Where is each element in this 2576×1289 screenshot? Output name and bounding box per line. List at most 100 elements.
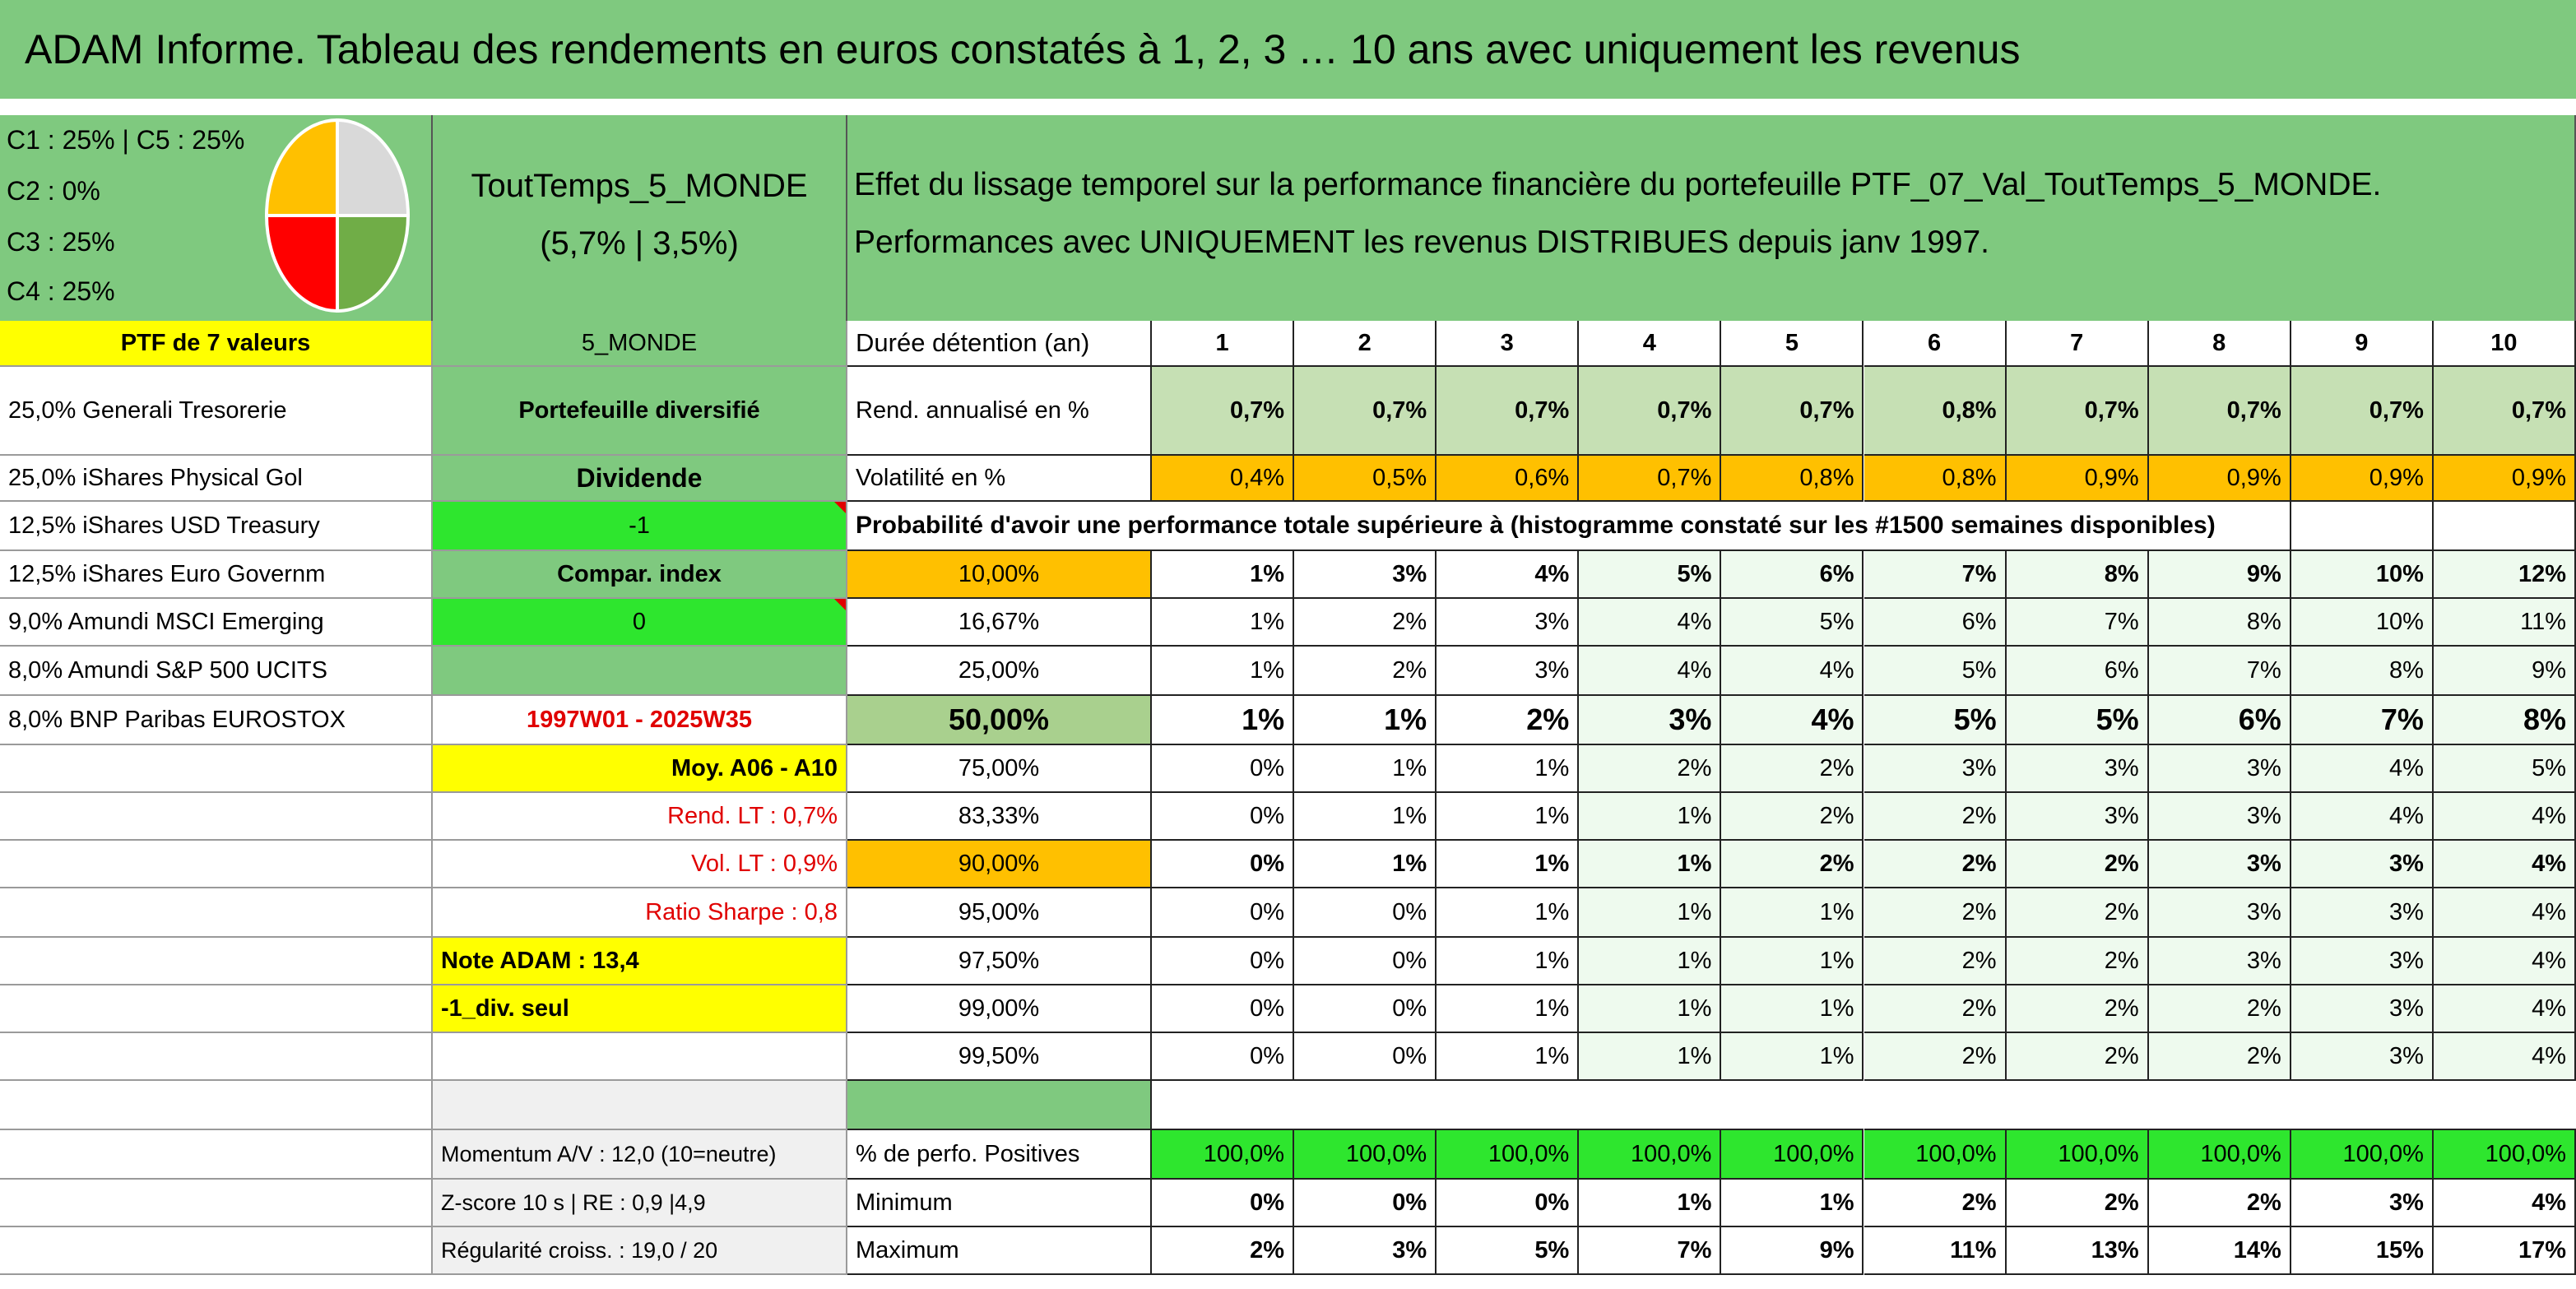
value-cell	[1721, 1081, 1864, 1130]
value-cell: 3%	[1864, 745, 2007, 793]
value-cell: 0%	[1152, 1033, 1295, 1081]
value-cell: 100,0%	[1579, 1130, 1722, 1180]
holding-cell	[0, 1227, 433, 1275]
value-cell: 0,7%	[2148, 367, 2291, 456]
value-cell: 100,0%	[1152, 1130, 1295, 1180]
value-cell: 0%	[1152, 1180, 1295, 1227]
holding-cell: 8,0% Amundi S&P 500 UCITS	[0, 647, 433, 696]
value-cell: 1%	[1579, 1180, 1722, 1227]
value-cell: 11%	[1864, 1227, 2007, 1275]
value-cell: 0%	[1437, 1180, 1580, 1227]
duration-header: 8	[2148, 321, 2291, 367]
holding-cell: 12,5% iShares Euro Governm	[0, 551, 433, 599]
value-cell	[1864, 1081, 2007, 1130]
value-cell: 0%	[1294, 985, 1437, 1033]
value-cell: 4%	[1579, 647, 1722, 696]
pie-slice	[336, 214, 411, 313]
holding-cell: 9,0% Amundi MSCI Emerging	[0, 599, 433, 647]
description: Effet du lissage temporel sur la perform…	[854, 167, 2382, 260]
holding-cell: PTF de 7 valeurs	[0, 321, 433, 367]
value-cell: 2%	[1437, 696, 1580, 745]
value-cell: 7%	[2006, 599, 2149, 647]
value-cell: 2%	[1294, 599, 1437, 647]
info-cell: Rend. LT : 0,7%	[433, 793, 847, 841]
value-cell: 2%	[2006, 1180, 2149, 1227]
holding-cell	[0, 985, 433, 1033]
value-cell: 3%	[2291, 938, 2434, 985]
value-cell: 1%	[1294, 793, 1437, 841]
value-cell: 8%	[2291, 647, 2434, 696]
value-cell	[2148, 1081, 2291, 1130]
value-cell: 0,7%	[1437, 367, 1580, 456]
info-cell: Momentum A/V : 12,0 (10=neutre)	[433, 1130, 847, 1180]
value-cell: 100,0%	[1294, 1130, 1437, 1180]
value-cell: 2%	[2148, 985, 2291, 1033]
value-cell: 2%	[1721, 793, 1864, 841]
value-cell: 1%	[1579, 793, 1722, 841]
value-cell: 1%	[1437, 985, 1580, 1033]
value-cell: 7%	[2148, 647, 2291, 696]
value-cell: 5%	[1864, 696, 2007, 745]
value-cell: 2%	[1721, 841, 1864, 888]
duration-header: 10	[2433, 321, 2576, 367]
holding-cell	[0, 745, 433, 793]
holding-cell	[0, 888, 433, 938]
holding-cell	[0, 841, 433, 888]
value-cell: 4%	[1721, 696, 1864, 745]
value-cell: 100,0%	[2291, 1130, 2434, 1180]
value-cell: 9%	[1721, 1227, 1864, 1275]
holding-cell	[0, 793, 433, 841]
value-cell: 100,0%	[2433, 1130, 2576, 1180]
info-cell: Portefeuille diversifié	[433, 367, 847, 456]
value-cell: 2%	[1864, 841, 2007, 888]
value-cell: 0,9%	[2291, 456, 2434, 502]
value-cell: 0,7%	[2291, 367, 2434, 456]
value-cell: 100,0%	[1721, 1130, 1864, 1180]
value-cell	[2006, 1081, 2149, 1130]
info-cell: Régularité croiss. : 19,0 / 20	[433, 1227, 847, 1275]
value-cell: 4%	[2433, 888, 2576, 938]
value-cell: 3%	[2006, 745, 2149, 793]
value-cell: 2%	[2006, 1033, 2149, 1081]
value-cell: 1%	[1721, 1033, 1864, 1081]
value-cell: 4%	[1721, 647, 1864, 696]
row-label: 25,00%	[847, 647, 1152, 696]
value-cell: 2%	[1294, 647, 1437, 696]
value-cell: 6%	[1721, 551, 1864, 599]
value-cell: 2%	[2148, 1180, 2291, 1227]
value-cell: 7%	[1579, 1227, 1722, 1275]
value-cell: 0%	[1294, 938, 1437, 985]
value-cell: 7%	[2291, 696, 2434, 745]
info-cell: Moy. A06 - A10	[433, 745, 847, 793]
value-cell: 1%	[1294, 696, 1437, 745]
value-cell: 2%	[2006, 938, 2149, 985]
value-cell	[1152, 1081, 1295, 1130]
value-cell: 0,9%	[2006, 456, 2149, 502]
value-cell: 0%	[1152, 793, 1295, 841]
value-cell: 9%	[2148, 551, 2291, 599]
value-cell: 0,9%	[2433, 456, 2576, 502]
value-cell: 5%	[1437, 1227, 1580, 1275]
probability-caption: Probabilité d'avoir une performance tota…	[847, 502, 2291, 551]
value-cell: 4%	[2433, 841, 2576, 888]
value-cell: 2%	[1864, 888, 2007, 938]
value-cell: 8%	[2148, 599, 2291, 647]
row-label: 99,50%	[847, 1033, 1152, 1081]
holding-cell: 12,5% iShares USD Treasury	[0, 502, 433, 551]
value-cell: 1%	[1152, 599, 1295, 647]
value-cell: 3%	[2006, 793, 2149, 841]
info-cell: -1_div. seul	[433, 985, 847, 1033]
info-cell: Ratio Sharpe : 0,8	[433, 888, 847, 938]
value-cell: 1%	[1152, 696, 1295, 745]
row-label: Minimum	[847, 1180, 1152, 1227]
comment-marker	[834, 599, 846, 610]
value-cell: 3%	[2291, 841, 2434, 888]
value-cell: 0%	[1294, 1180, 1437, 1227]
value-cell: 13%	[2006, 1227, 2149, 1275]
value-cell: 1%	[1579, 985, 1722, 1033]
info-cell	[433, 1033, 847, 1081]
row-label: 75,00%	[847, 745, 1152, 793]
allocation-legend: C3 : 25%	[7, 227, 115, 257]
duration-header: 3	[1437, 321, 1580, 367]
value-cell: 11%	[2433, 599, 2576, 647]
